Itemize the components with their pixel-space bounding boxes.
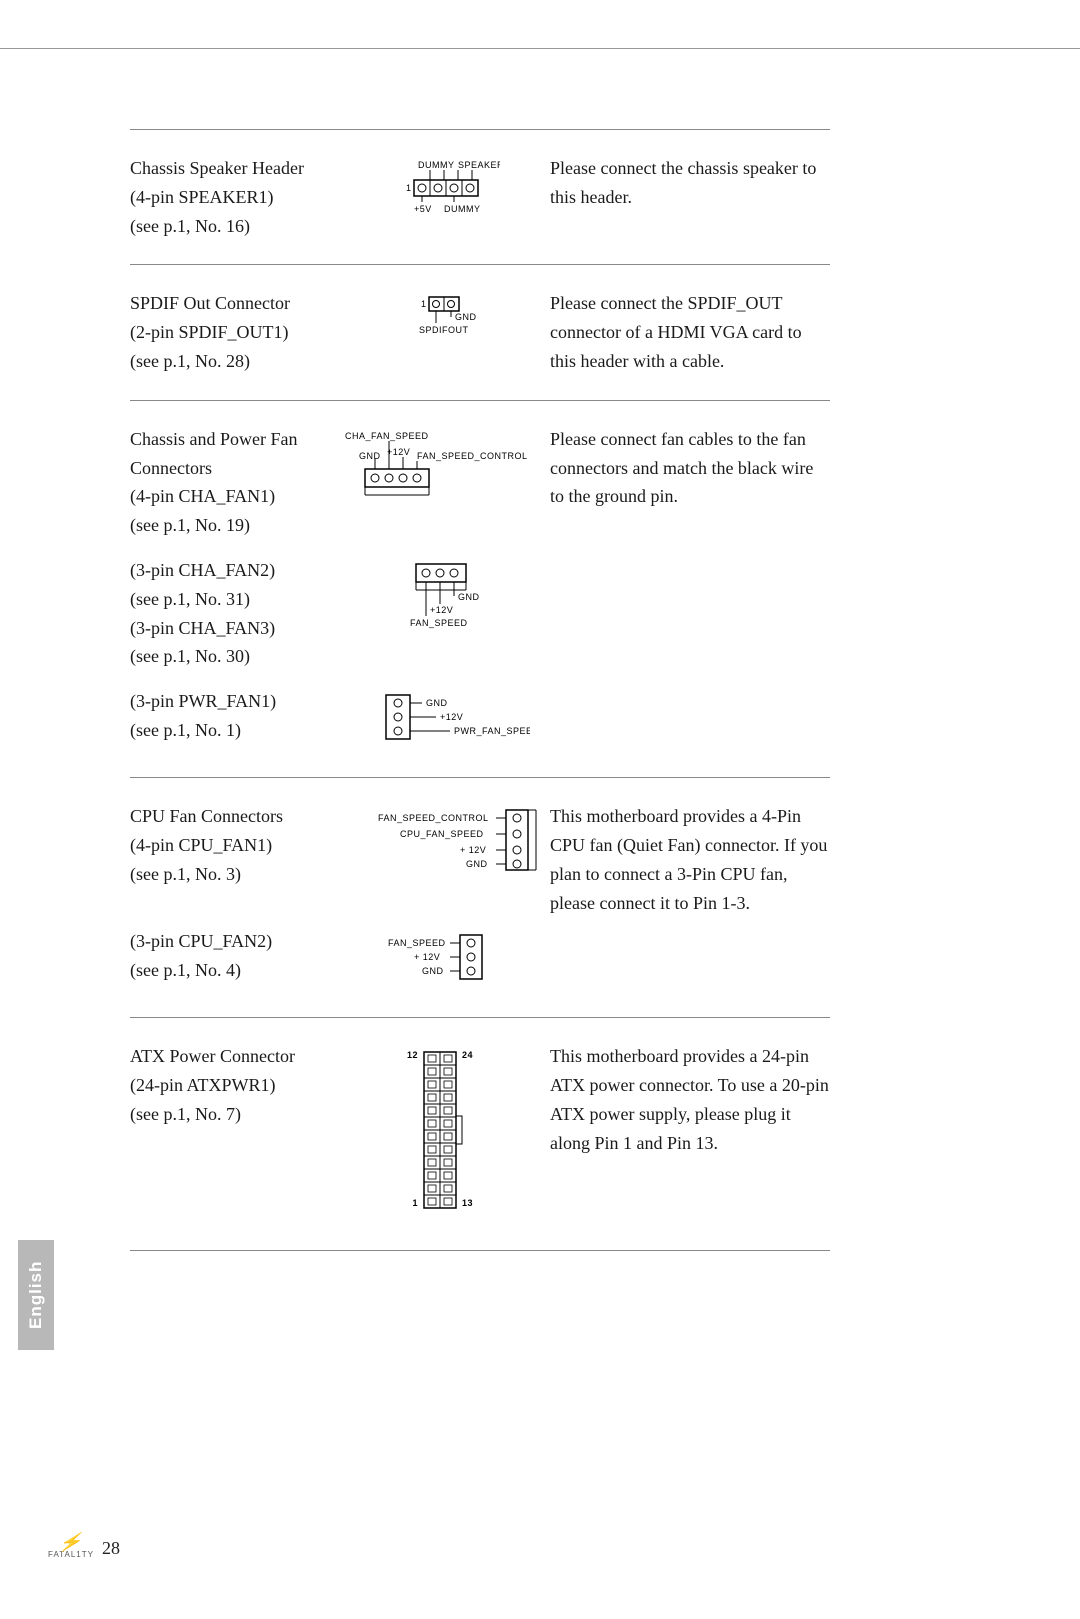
section-chassis-speaker: Chassis Speaker Header (4-pin SPEAKER1) …	[130, 129, 830, 264]
label-gnd: GND	[458, 592, 480, 602]
section-title: SPDIF Out Connector (2-pin SPDIF_OUT1) (…	[130, 289, 330, 375]
section-diagram: DUMMY SPEAKER 1	[330, 154, 550, 240]
section-desc: This motherboard provides a 24-pin ATX p…	[550, 1042, 830, 1226]
label-12v: +12V	[440, 712, 463, 722]
label-12v: +12V	[387, 447, 410, 457]
cha-fan-4pin-diagram: CHA_FAN_SPEED GND +12V FAN_SPEED_CONTROL	[335, 429, 545, 501]
title-line: (4-pin CPU_FAN1)	[130, 831, 330, 860]
cpu-fan-4pin-diagram: FAN_SPEED_CONTROL CPU_FAN_SPEED + 12V GN…	[350, 806, 550, 876]
title-line: (3-pin PWR_FAN1)	[130, 687, 330, 716]
section-desc: This motherboard provides a 4-Pin CPU fa…	[550, 802, 830, 917]
title-line: (see p.1, No. 1)	[130, 716, 330, 745]
section-desc: Please connect the chassis speaker to th…	[550, 154, 830, 240]
label-12v: +12V	[430, 605, 453, 615]
pin1-label: 1	[406, 183, 412, 193]
label-cha-fan-speed: CHA_FAN_SPEED	[345, 431, 429, 441]
title-line: (3-pin CHA_FAN3)	[130, 614, 330, 643]
sub-title: (3-pin CPU_FAN2) (see p.1, No. 4)	[130, 927, 330, 993]
title-line: (see p.1, No. 7)	[130, 1100, 330, 1129]
label-12: 12	[407, 1050, 418, 1060]
title-line: (see p.1, No. 30)	[130, 642, 330, 671]
label-12v: + 12V	[460, 845, 486, 855]
title-line: (see p.1, No. 28)	[130, 347, 330, 376]
sub-diagram: FAN_SPEED + 12V GND	[330, 927, 550, 993]
title-line: (see p.1, No. 19)	[130, 511, 330, 540]
label-pwr-fan-speed: PWR_FAN_SPEED	[454, 726, 530, 736]
section-desc: Please connect fan cables to the fan con…	[550, 425, 830, 540]
section-cha-fan: Chassis and Power Fan Connectors (4-pin …	[130, 400, 830, 777]
section-title: Chassis Speaker Header (4-pin SPEAKER1) …	[130, 154, 330, 240]
page-footer: ⚡ FATAL1TY 28	[48, 1533, 120, 1559]
pwr-fan-3pin-diagram: GND +12V PWR_FAN_SPEED	[350, 691, 530, 743]
title-line: (see p.1, No. 3)	[130, 860, 330, 889]
title-line: ATX Power Connector	[130, 1042, 330, 1071]
content-area: Chassis Speaker Header (4-pin SPEAKER1) …	[130, 129, 830, 1251]
label-gnd: GND	[359, 451, 381, 461]
label-fan-speed: FAN_SPEED	[410, 618, 468, 628]
page-number: 28	[102, 1538, 120, 1559]
section-diagram: 1 GND SPDIFOUT	[330, 289, 550, 375]
title-line: Chassis Speaker Header	[130, 154, 330, 183]
brand-logo: ⚡ FATAL1TY	[48, 1533, 94, 1559]
spdif-diagram: 1 GND SPDIFOUT	[385, 293, 495, 341]
speaker-header-diagram: DUMMY SPEAKER 1	[380, 158, 500, 218]
atx-24pin-diagram: 12 24	[380, 1046, 500, 1216]
section-title: Chassis and Power Fan Connectors (4-pin …	[130, 425, 330, 540]
title-line: Chassis and Power Fan Connectors	[130, 425, 330, 483]
section-diagram: CHA_FAN_SPEED GND +12V FAN_SPEED_CONTROL	[330, 425, 550, 540]
title-line: (see p.1, No. 31)	[130, 585, 330, 614]
section-desc: Please connect the SPDIF_OUT connector o…	[550, 289, 830, 375]
label-12v: + 12V	[414, 952, 440, 962]
section-cpu-fan: CPU Fan Connectors (4-pin CPU_FAN1) (see…	[130, 777, 830, 1017]
label-gnd: GND	[422, 966, 444, 976]
label-fan-speed-control: FAN_SPEED_CONTROL	[417, 451, 528, 461]
section-title: CPU Fan Connectors (4-pin CPU_FAN1) (see…	[130, 802, 330, 917]
label-cpu-fan-speed: CPU_FAN_SPEED	[400, 829, 484, 839]
title-line: SPDIF Out Connector	[130, 289, 330, 318]
label-speaker: SPEAKER	[458, 160, 500, 170]
section-spdif: SPDIF Out Connector (2-pin SPDIF_OUT1) (…	[130, 264, 830, 399]
label-5v: +5V	[414, 204, 432, 214]
section-title: ATX Power Connector (24-pin ATXPWR1) (se…	[130, 1042, 330, 1226]
label-24: 24	[462, 1050, 473, 1060]
title-line: (4-pin SPEAKER1)	[130, 183, 330, 212]
label-dummy: DUMMY	[418, 160, 455, 170]
sub-diagram: GND +12V PWR_FAN_SPEED	[330, 687, 550, 753]
label-gnd: GND	[426, 698, 448, 708]
label-dummy2: DUMMY	[444, 204, 481, 214]
sub-title: (3-pin CHA_FAN2) (see p.1, No. 31) (3-pi…	[130, 556, 330, 671]
title-line: (see p.1, No. 4)	[130, 956, 330, 985]
label-gnd: GND	[455, 312, 477, 322]
sub-diagram: GND +12V FAN_SPEED	[330, 556, 550, 671]
label-spdifout: SPDIFOUT	[419, 325, 469, 335]
language-tab: English	[18, 1240, 54, 1350]
pin1-label: 1	[421, 299, 427, 309]
cpu-fan-3pin-diagram: FAN_SPEED + 12V GND	[352, 931, 502, 983]
title-line: (3-pin CPU_FAN2)	[130, 927, 330, 956]
label-fan-speed: FAN_SPEED	[388, 938, 446, 948]
top-rule	[0, 48, 1080, 49]
title-line: (2-pin SPDIF_OUT1)	[130, 318, 330, 347]
sub-title: (3-pin PWR_FAN1) (see p.1, No. 1)	[130, 687, 330, 753]
section-diagram: FAN_SPEED_CONTROL CPU_FAN_SPEED + 12V GN…	[330, 802, 550, 917]
title-line: (24-pin ATXPWR1)	[130, 1071, 330, 1100]
section-diagram: 12 24	[330, 1042, 550, 1226]
title-line: (4-pin CHA_FAN1)	[130, 482, 330, 511]
title-line: (3-pin CHA_FAN2)	[130, 556, 330, 585]
label-13: 13	[462, 1198, 473, 1208]
label-fan-speed-control: FAN_SPEED_CONTROL	[378, 813, 489, 823]
section-atx-power: ATX Power Connector (24-pin ATXPWR1) (se…	[130, 1017, 830, 1251]
label-gnd: GND	[466, 859, 488, 869]
cha-fan-3pin-diagram: GND +12V FAN_SPEED	[380, 560, 500, 632]
logo-mark-icon: ⚡	[46, 1533, 95, 1551]
title-line: (see p.1, No. 16)	[130, 212, 330, 241]
title-line: CPU Fan Connectors	[130, 802, 330, 831]
label-1: 1	[412, 1198, 418, 1208]
